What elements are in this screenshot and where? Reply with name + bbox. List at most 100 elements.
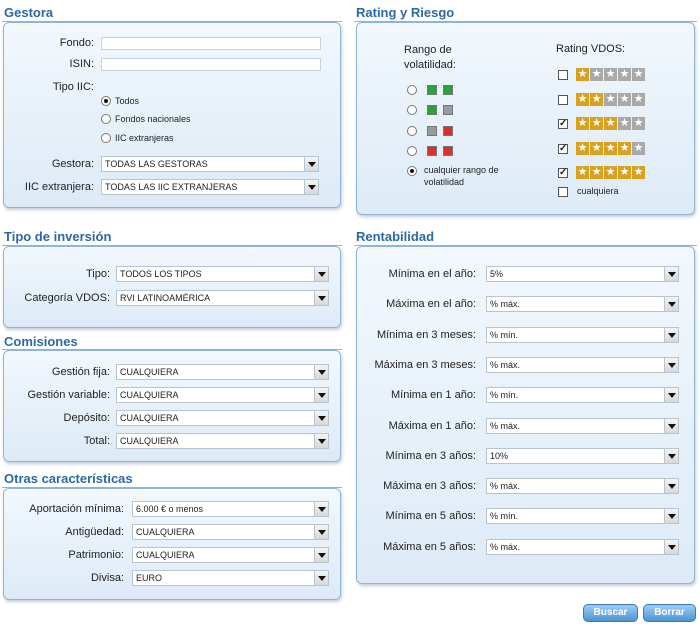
volatility-red-icon — [443, 146, 453, 156]
gestion-variable-select[interactable]: CUALQUIERA — [116, 387, 329, 403]
star-filled-icon: ★ — [576, 141, 589, 155]
rating-checkbox-3[interactable]: ✓ — [558, 118, 568, 129]
section-title-rating: Rating y Riesgo — [356, 5, 455, 20]
star-filled-icon: ★ — [618, 141, 631, 155]
section-title-tipo-inversion: Tipo de inversión — [4, 229, 112, 244]
cualquier-rango-label: cualquier rango de volatilidad — [424, 165, 499, 187]
volatility-gray-icon — [443, 105, 453, 115]
maxima-en-3-anos-select-value: % máx. — [490, 481, 521, 492]
maxima-en-1-ano-select-value: % máx. — [490, 420, 521, 431]
tipo-label: Tipo: — [85, 268, 110, 280]
star-empty-icon: ★ — [632, 92, 645, 106]
volatility-radio-2[interactable] — [407, 105, 417, 115]
minima-en-1-ano-select[interactable]: % mín. — [486, 387, 679, 404]
gestion-fija-select[interactable]: CUALQUIERA — [116, 364, 329, 380]
star-filled-icon: ★ — [618, 166, 631, 179]
divider — [354, 21, 697, 22]
minima-en-el-ano-label: Mínima en el año: — [388, 268, 476, 280]
iic-extranjera-label: IIC extranjera: — [24, 181, 94, 193]
divisa-select[interactable]: EURO — [132, 570, 329, 586]
maxima-en-5-anos-select[interactable]: % máx. — [486, 538, 679, 555]
tipo-inversion-panel: Tipo: TODOS LOS TIPOS Categoría VDOS: RV… — [3, 246, 341, 328]
volatility-radio-any[interactable] — [407, 166, 417, 176]
chevron-down-icon — [314, 411, 328, 425]
chevron-down-icon — [664, 297, 678, 312]
minima-en-3-meses-select[interactable]: % mín. — [486, 326, 679, 343]
volatility-red-icon — [427, 146, 437, 156]
radio-todos[interactable] — [101, 96, 111, 106]
minima-en-el-ano-select[interactable]: 5% — [486, 266, 679, 282]
maxima-en-el-ano-select[interactable]: % máx. — [486, 296, 679, 313]
iic-extranjera-select-value: TODAS LAS IIC EXTRANJERAS — [105, 182, 238, 192]
star-filled-icon: ★ — [604, 166, 617, 179]
aportacion-minima-select-value: 6.000 € o menos — [136, 504, 204, 514]
deposito-label: Depósito: — [63, 412, 110, 424]
volatility-radio-4[interactable] — [407, 146, 417, 156]
minima-en-1-ano-select-value: % mín. — [490, 390, 519, 401]
otras-panel: Aportación mínima: 6.000 € o menos Antigüe… — [3, 488, 341, 600]
minima-en-5-anos-select[interactable]: % mín. — [486, 508, 679, 525]
chevron-down-icon — [664, 327, 678, 342]
rating-checkbox-1[interactable] — [558, 70, 568, 80]
rating-any-checkbox[interactable] — [558, 187, 568, 197]
star-empty-icon: ★ — [632, 117, 645, 130]
gestora-select[interactable]: TODAS LAS GESTORAS — [101, 156, 319, 172]
rating-checkbox-4[interactable]: ✓ — [558, 142, 568, 154]
chevron-down-icon — [664, 479, 678, 494]
antiguedad-label: Antigüedad: — [65, 526, 124, 538]
radio-fondos-nacionales[interactable] — [101, 114, 111, 124]
total-select-value: CUALQUIERA — [120, 436, 179, 446]
minima-en-el-ano-select-value: 5% — [490, 269, 504, 279]
maxima-en-3-anos-select[interactable]: % máx. — [486, 478, 679, 495]
divisa-select-value: EURO — [136, 573, 163, 583]
rating-any-label: cualquiera — [577, 186, 619, 196]
rango-volatilidad-label: Rango de volatilidad: — [404, 44, 456, 71]
star-filled-icon: ★ — [590, 117, 603, 130]
minima-en-1-ano-label: Mínima en 1 año: — [391, 389, 476, 402]
minima-en-3-anos-select[interactable]: 10% — [486, 447, 679, 464]
patrimonio-select[interactable]: CUALQUIERA — [132, 547, 329, 563]
borrar-button[interactable]: Borrar — [643, 604, 696, 622]
antiguedad-select[interactable]: CUALQUIERA — [132, 524, 329, 540]
rentabilidad-panel: Mínima en el año: 5% Máxima en el año: % má… — [356, 246, 695, 584]
gestion-variable-label: Gestión variable: — [27, 389, 110, 401]
chevron-down-icon — [664, 418, 678, 433]
tipo-select[interactable]: TODOS LOS TIPOS — [116, 266, 329, 282]
star-filled-icon: ★ — [576, 68, 589, 81]
rating-checkbox-2[interactable] — [558, 94, 568, 105]
maxima-en-3-meses-select[interactable]: % máx. — [486, 356, 679, 373]
star-empty-icon: ★ — [618, 68, 631, 81]
star-empty-icon: ★ — [590, 68, 603, 81]
deposito-select[interactable]: CUALQUIERA — [116, 410, 329, 426]
volatility-green-icon — [427, 105, 437, 115]
section-title-rentabilidad: Rentabilidad — [356, 229, 435, 244]
fondo-input[interactable] — [101, 37, 321, 50]
chevron-down-icon — [314, 388, 328, 402]
star-filled-icon: ★ — [604, 141, 617, 155]
chevron-down-icon — [314, 434, 328, 448]
isin-input[interactable] — [101, 58, 321, 71]
volatility-gray-icon — [427, 126, 437, 136]
section-title-gestora: Gestora — [4, 5, 54, 20]
volatility-radio-3[interactable] — [407, 126, 417, 136]
chevron-down-icon — [664, 448, 678, 463]
star-filled-icon: ★ — [576, 92, 589, 106]
total-select[interactable]: CUALQUIERA — [116, 433, 329, 449]
maxima-en-3-meses-label: Máxima en 3 meses: — [374, 358, 476, 371]
iic-extranjera-select[interactable]: TODAS LAS IIC EXTRANJERAS — [101, 179, 319, 195]
radio-iic-extranjeras[interactable] — [101, 133, 111, 143]
categoria-select[interactable]: RVI LATINOAMÉRICA — [116, 290, 329, 306]
volatility-radio-1[interactable] — [407, 85, 417, 95]
rating-checkbox-5[interactable]: ✓ — [558, 167, 568, 178]
star-empty-icon: ★ — [604, 92, 617, 106]
gestion-fija-label: Gestión fija: — [51, 366, 110, 378]
aportacion-minima-select[interactable]: 6.000 € o menos — [132, 501, 329, 517]
maxima-en-1-ano-select[interactable]: % máx. — [486, 417, 679, 434]
rating-stars-5: ★ ★ ★ ★ ★ — [576, 166, 645, 179]
buscar-button[interactable]: Buscar — [583, 604, 638, 622]
chevron-down-icon — [664, 267, 678, 281]
section-title-comisiones: Comisiones — [4, 334, 78, 349]
star-filled-icon: ★ — [576, 166, 589, 179]
chevron-down-icon — [314, 571, 328, 585]
star-filled-icon: ★ — [590, 141, 603, 155]
